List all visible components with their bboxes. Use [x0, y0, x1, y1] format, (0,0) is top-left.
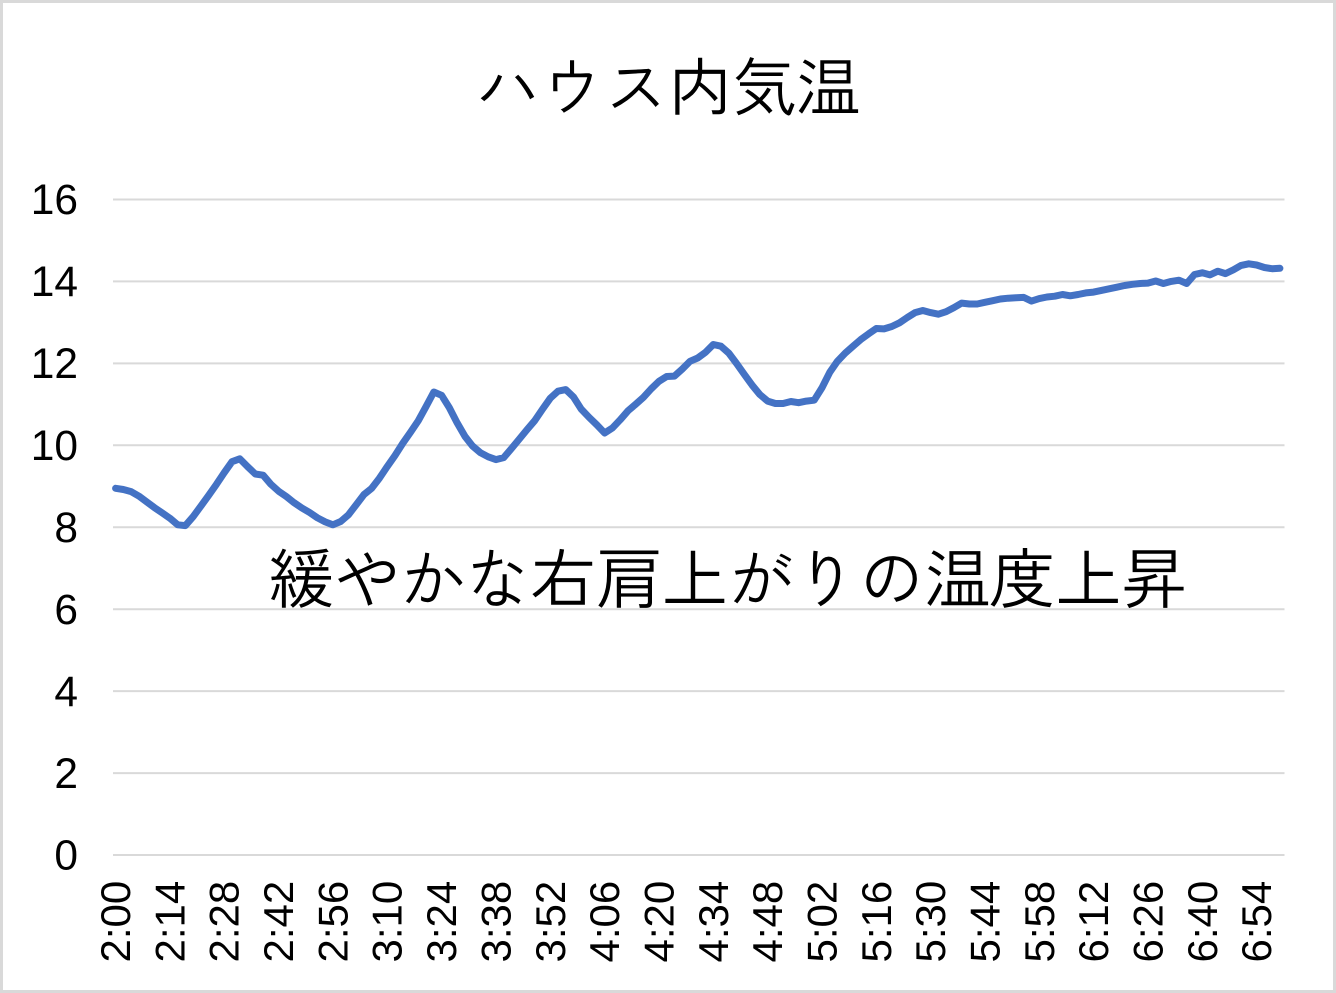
svg-text:4:48: 4:48: [744, 881, 791, 963]
svg-text:3:52: 3:52: [527, 881, 574, 963]
svg-text:4:20: 4:20: [635, 881, 682, 963]
svg-text:2:56: 2:56: [309, 881, 356, 963]
svg-text:6: 6: [54, 587, 78, 634]
svg-text:5:58: 5:58: [1016, 881, 1063, 963]
svg-text:2:00: 2:00: [92, 881, 139, 963]
svg-text:14: 14: [31, 259, 78, 306]
svg-text:2:42: 2:42: [255, 881, 302, 963]
svg-text:3:24: 3:24: [418, 881, 465, 963]
svg-text:4: 4: [54, 669, 78, 716]
svg-text:4:06: 4:06: [581, 881, 628, 963]
svg-text:16: 16: [31, 177, 78, 224]
svg-text:6:40: 6:40: [1179, 881, 1226, 963]
svg-text:5:44: 5:44: [961, 881, 1008, 963]
svg-text:6:12: 6:12: [1070, 881, 1117, 963]
svg-text:3:10: 3:10: [364, 881, 411, 963]
svg-text:4:34: 4:34: [690, 881, 737, 963]
svg-text:2:28: 2:28: [201, 881, 248, 963]
svg-text:3:38: 3:38: [472, 881, 519, 963]
svg-text:10: 10: [31, 423, 78, 470]
svg-text:5:16: 5:16: [853, 881, 900, 963]
svg-text:5:02: 5:02: [798, 881, 845, 963]
svg-text:2: 2: [54, 751, 78, 798]
svg-text:12: 12: [31, 341, 78, 388]
svg-text:5:30: 5:30: [907, 881, 954, 963]
svg-text:8: 8: [54, 505, 78, 552]
svg-text:6:26: 6:26: [1124, 881, 1171, 963]
svg-text:6:54: 6:54: [1233, 881, 1280, 963]
svg-text:2:14: 2:14: [146, 881, 193, 963]
svg-text:0: 0: [54, 833, 78, 880]
